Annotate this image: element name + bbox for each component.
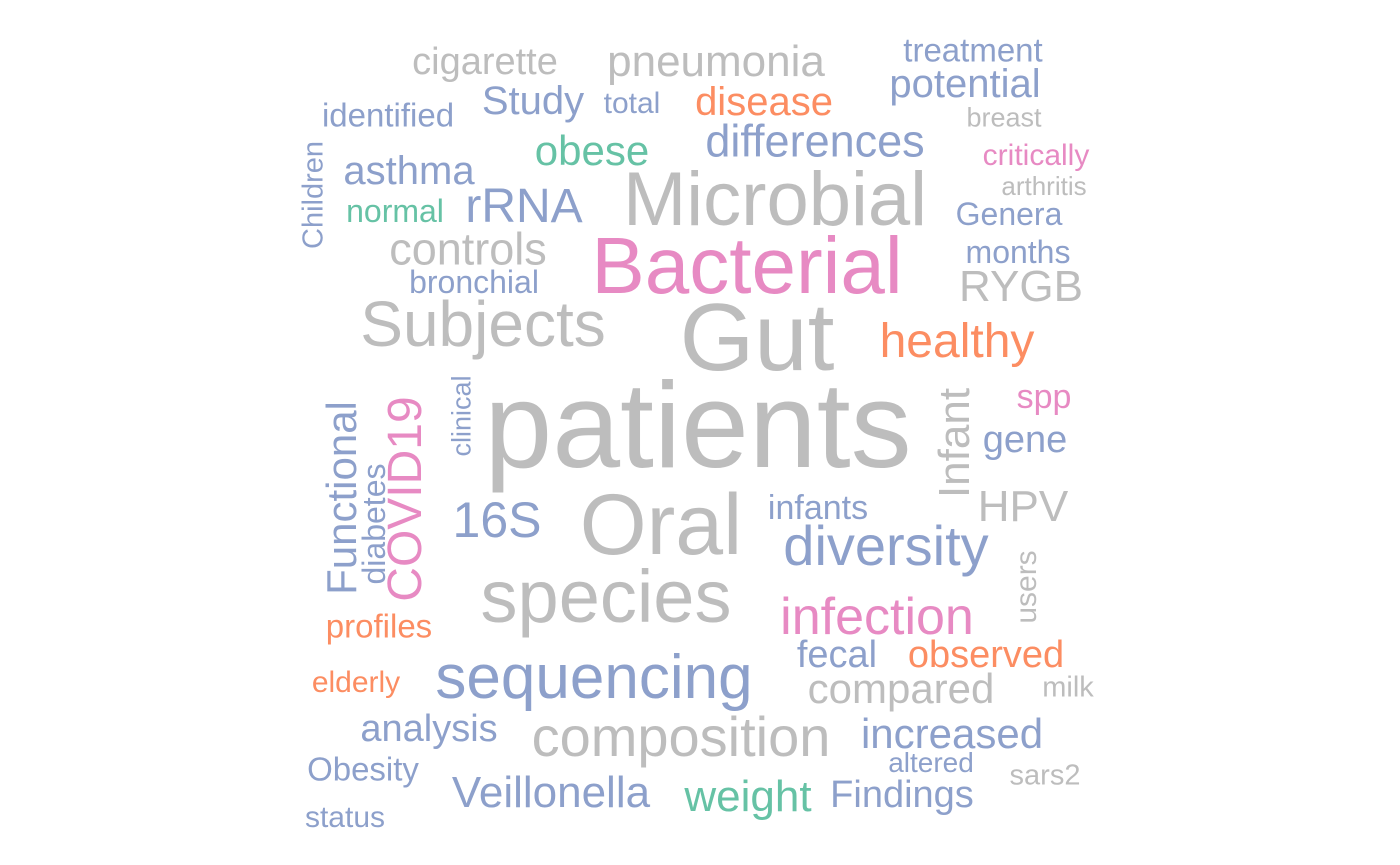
word-total: total <box>603 87 661 120</box>
word-gene: gene <box>982 419 1068 461</box>
word-infection: infection <box>780 588 974 646</box>
word-fecal: fecal <box>796 634 878 676</box>
word-analysis: analysis <box>360 708 498 750</box>
word-findings: Findings <box>830 774 974 816</box>
word-controls: controls <box>389 223 547 275</box>
word-patients: patients <box>484 357 912 493</box>
word-gut: Gut <box>679 284 835 391</box>
word-spp: spp <box>1016 378 1072 416</box>
word-weight: weight <box>684 772 812 821</box>
word-altered: altered <box>888 747 974 778</box>
word-pneumonia: pneumonia <box>607 37 825 86</box>
word-sars2: sars2 <box>1009 759 1081 792</box>
word-rygb: RYGB <box>959 262 1083 311</box>
word-treatment: treatment <box>903 31 1043 69</box>
word-critically: critically <box>982 139 1090 172</box>
word-infant: Infant <box>930 387 979 499</box>
word-compared: compared <box>807 665 995 712</box>
word-infants: infants <box>767 489 869 527</box>
word-differences: differences <box>705 115 925 167</box>
word-oral: Oral <box>579 477 743 573</box>
word-status: status <box>304 801 386 834</box>
word-clinical: clinical <box>446 375 477 457</box>
word-obese: obese <box>534 127 650 174</box>
word-identified: identified <box>321 96 455 134</box>
word-diabetes: diabetes <box>356 463 392 585</box>
word-microbial: Microbial <box>622 157 928 242</box>
word-elderly: elderly <box>311 666 401 699</box>
word-observed: observed <box>907 634 1065 676</box>
word-potential: potential <box>889 62 1041 106</box>
word-bacterial: Bacterial <box>591 221 903 310</box>
word-sequencing: sequencing <box>435 643 753 712</box>
word-obesity: Obesity <box>307 750 419 788</box>
word-hpv: HPV <box>977 482 1069 531</box>
word-normal: normal <box>346 193 444 229</box>
word-disease: disease <box>695 80 833 124</box>
word-species: species <box>480 555 732 638</box>
word-genera: Genera <box>955 196 1063 232</box>
word-diversity: diversity <box>783 514 989 577</box>
word-breast: breast <box>966 102 1042 133</box>
word-subjects: Subjects <box>360 288 606 360</box>
word-cigarette: cigarette <box>412 41 558 83</box>
word-bronchial: bronchial <box>409 264 539 300</box>
word-months: months <box>965 234 1071 270</box>
word-asthma: asthma <box>343 149 475 193</box>
word-rrna: rRNA <box>465 180 583 233</box>
word-milk: milk <box>1042 671 1094 704</box>
word-arthritis: arthritis <box>1001 171 1087 201</box>
word-study: Study <box>481 79 585 123</box>
word-composition: composition <box>531 705 831 768</box>
word-16s: 16S <box>452 492 542 548</box>
word-children: Children <box>297 141 330 249</box>
word-healthy: healthy <box>879 315 1035 368</box>
word-profiles: profiles <box>325 607 433 645</box>
word-increased: increased <box>860 710 1044 757</box>
word-users: users <box>1010 550 1043 624</box>
word-veillonella: Veillonella <box>451 768 651 817</box>
